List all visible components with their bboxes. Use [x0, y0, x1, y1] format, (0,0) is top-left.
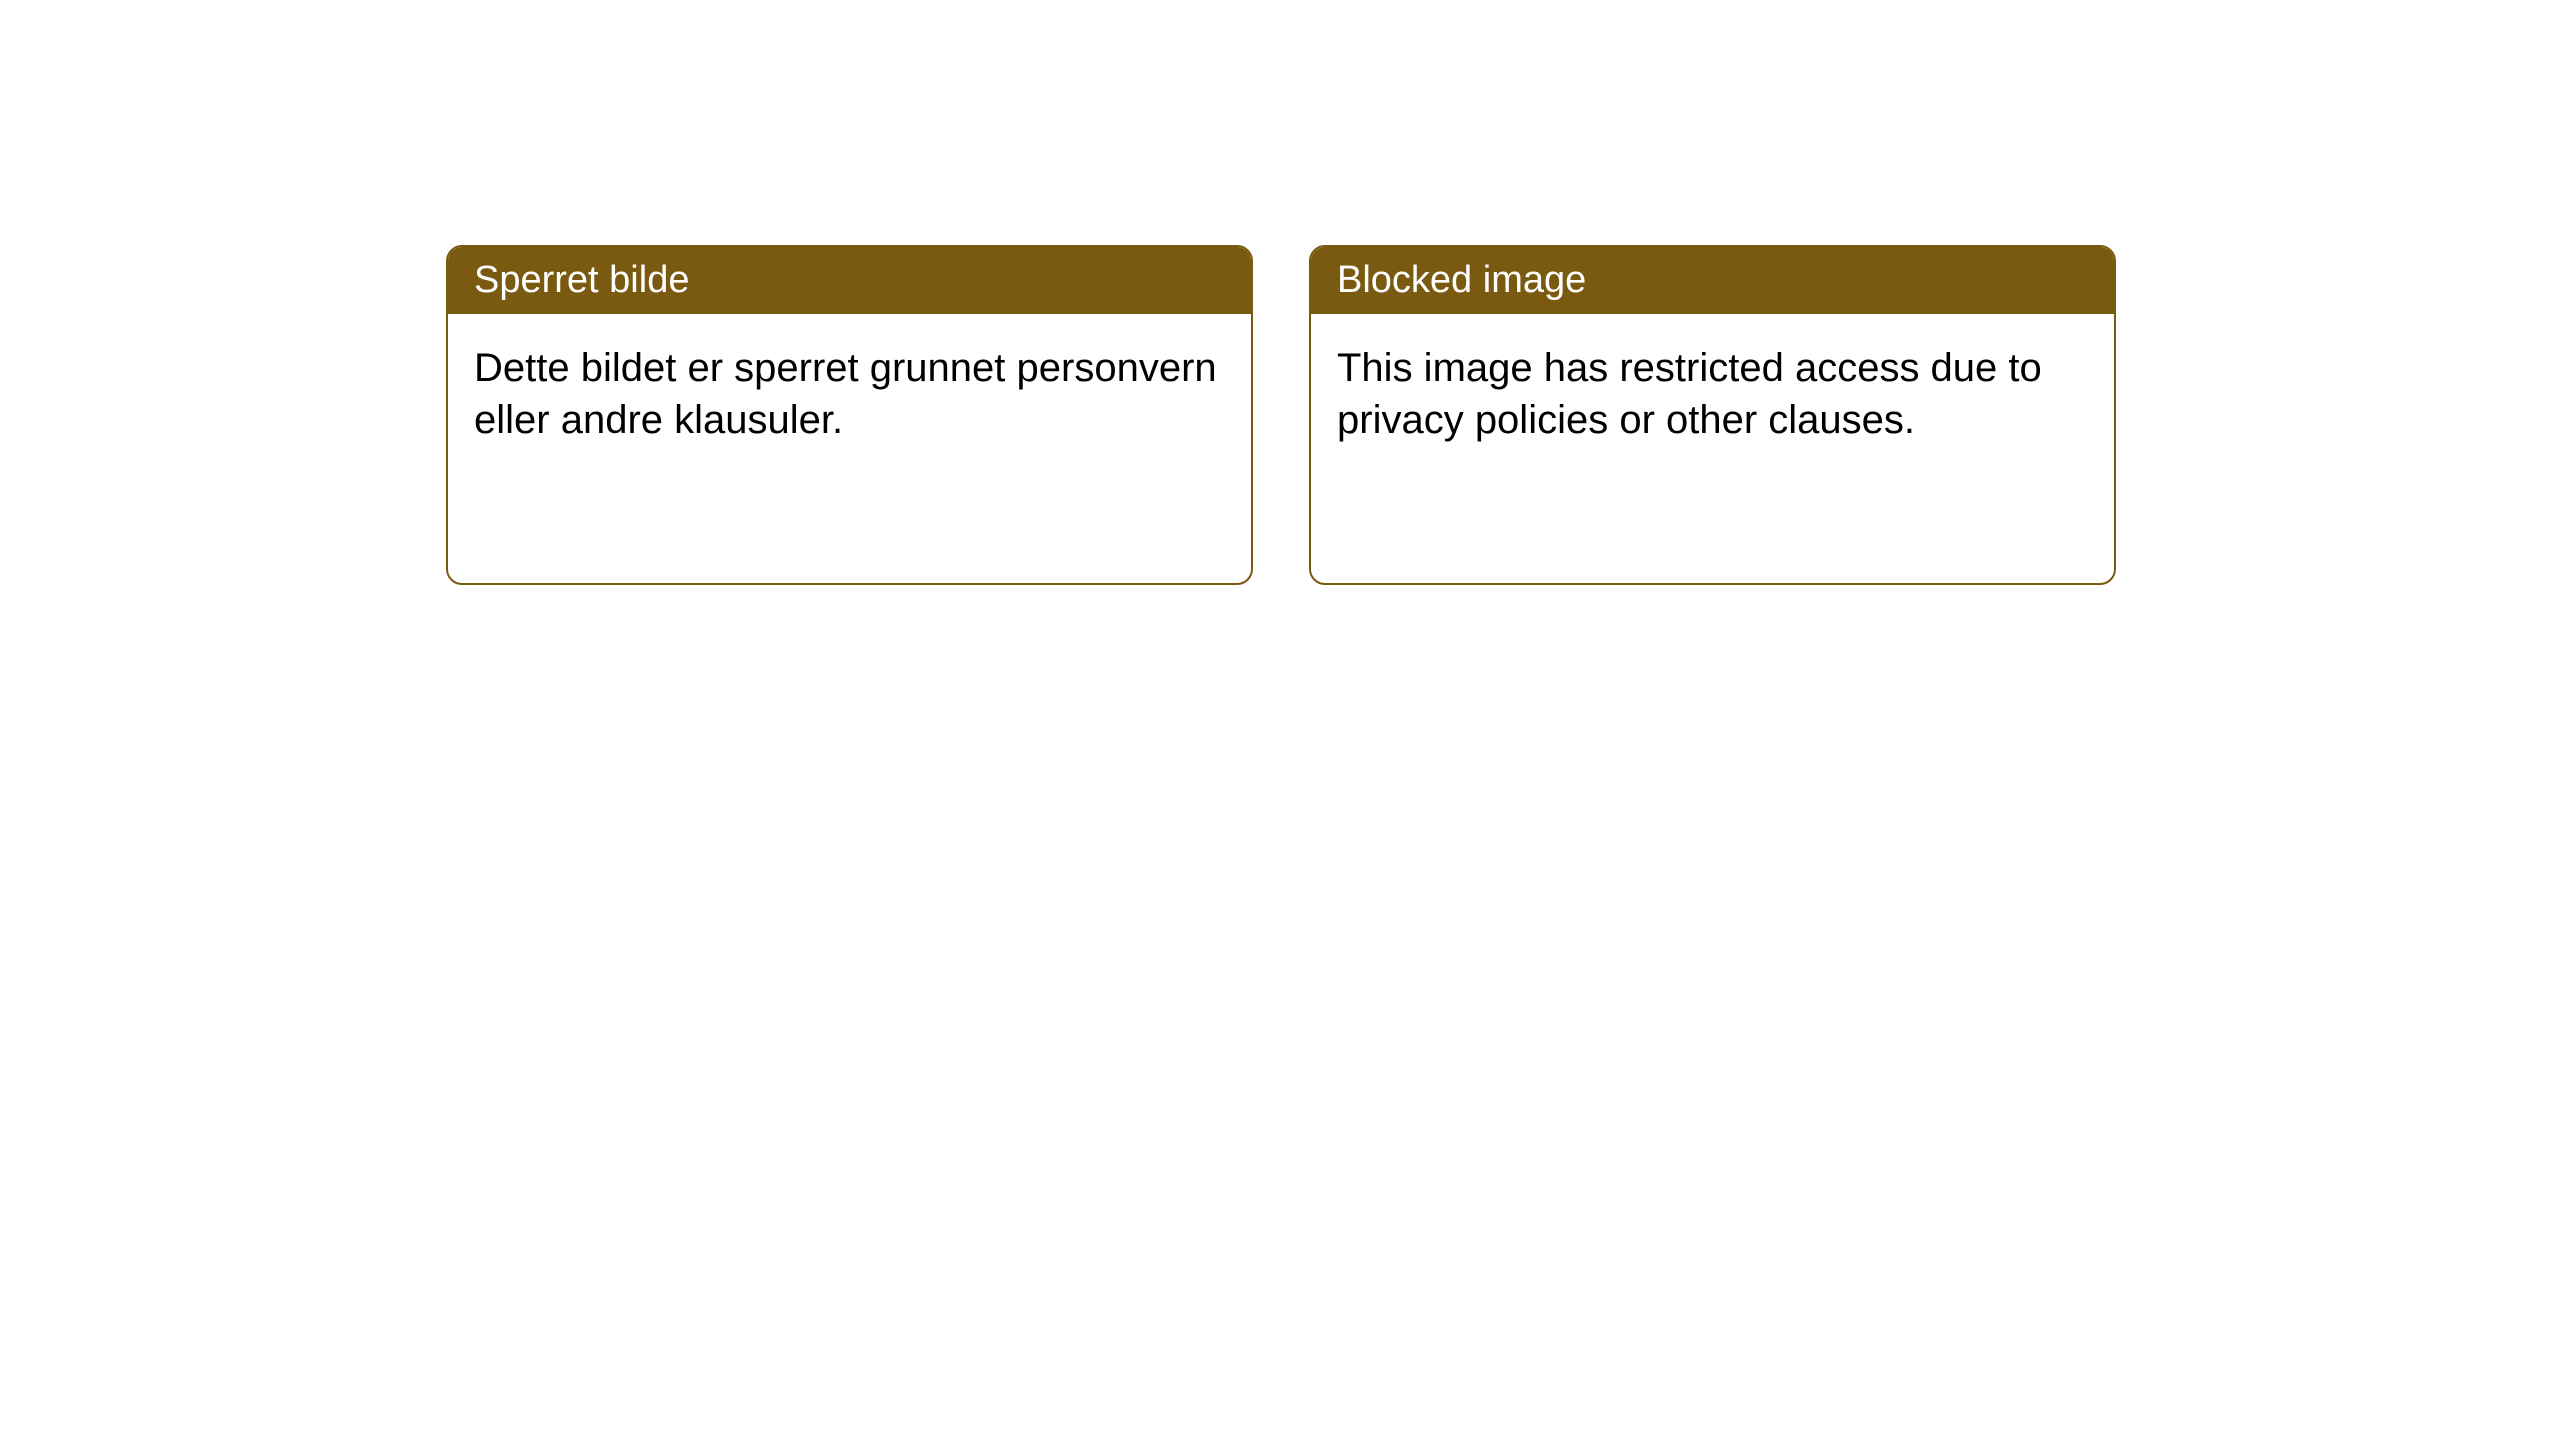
- notice-header: Sperret bilde: [448, 247, 1251, 314]
- notice-title: Sperret bilde: [474, 259, 689, 301]
- notice-body: Dette bildet er sperret grunnet personve…: [448, 314, 1251, 474]
- notice-message: This image has restricted access due to …: [1337, 346, 2042, 442]
- notice-message: Dette bildet er sperret grunnet personve…: [474, 346, 1217, 442]
- notice-card-english: Blocked image This image has restricted …: [1309, 245, 2116, 585]
- notice-body: This image has restricted access due to …: [1311, 314, 2114, 474]
- notice-card-norwegian: Sperret bilde Dette bildet er sperret gr…: [446, 245, 1253, 585]
- notice-title: Blocked image: [1337, 259, 1586, 301]
- notice-container: Sperret bilde Dette bildet er sperret gr…: [0, 0, 2560, 585]
- notice-header: Blocked image: [1311, 247, 2114, 314]
